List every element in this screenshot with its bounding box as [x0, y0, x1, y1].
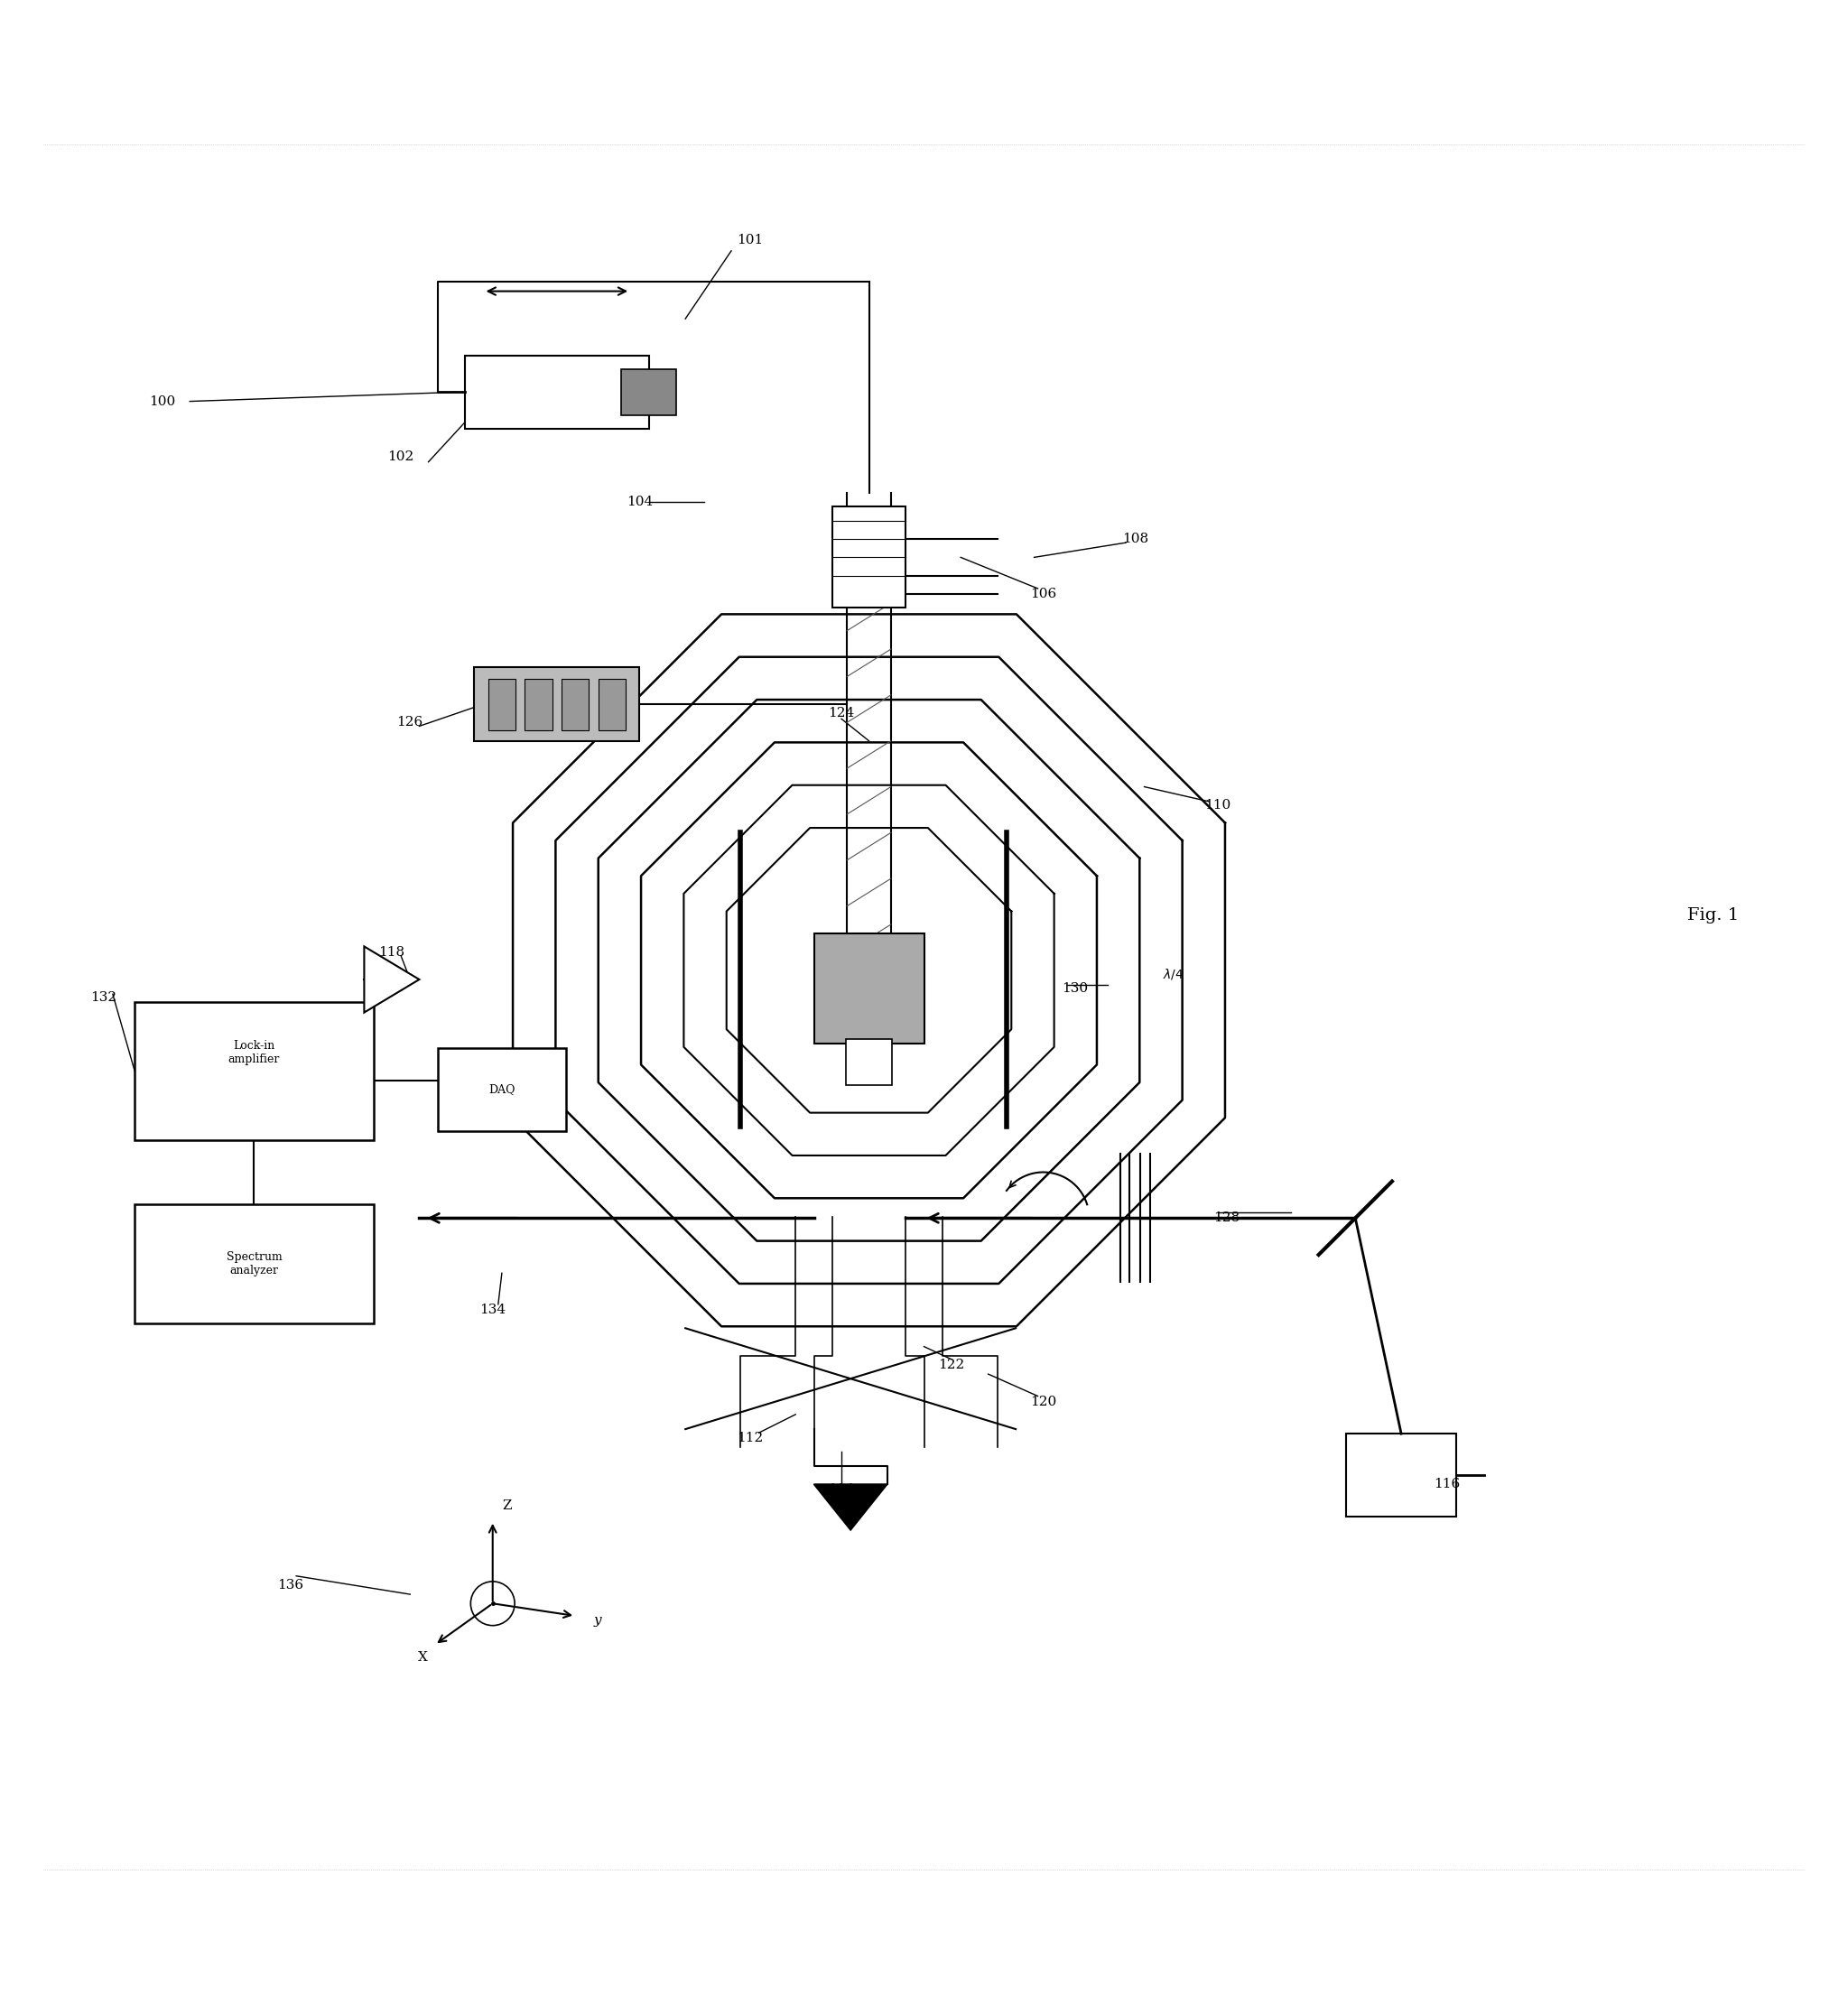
Bar — [135, 1003, 373, 1140]
Text: X: X — [418, 1651, 427, 1664]
Text: 106: 106 — [1029, 588, 1057, 600]
Text: $\lambda/4$: $\lambda/4$ — [1162, 967, 1185, 981]
Text: Lock-in
amplifier: Lock-in amplifier — [227, 1041, 279, 1065]
Text: y: y — [593, 1613, 601, 1627]
Text: 134: 134 — [479, 1303, 506, 1317]
Text: Z: Z — [503, 1498, 512, 1513]
Bar — [621, 369, 676, 415]
Bar — [466, 354, 649, 429]
Text: 114: 114 — [828, 1484, 854, 1496]
Bar — [599, 679, 626, 729]
Text: 122: 122 — [939, 1359, 965, 1372]
Bar — [438, 1049, 565, 1132]
Text: 100: 100 — [150, 395, 176, 407]
Text: 128: 128 — [1214, 1212, 1240, 1225]
Text: 112: 112 — [736, 1432, 763, 1444]
Text: 120: 120 — [1029, 1396, 1057, 1408]
Bar — [525, 679, 553, 729]
Text: 132: 132 — [91, 991, 116, 1005]
Polygon shape — [813, 1484, 887, 1531]
Bar — [135, 1204, 373, 1323]
Text: Spectrum
analyzer: Spectrum analyzer — [225, 1251, 283, 1277]
Polygon shape — [364, 947, 419, 1013]
Text: 101: 101 — [736, 234, 763, 246]
Text: 104: 104 — [626, 495, 652, 510]
Text: 108: 108 — [1122, 532, 1148, 546]
Bar — [813, 934, 924, 1043]
Text: 124: 124 — [828, 707, 854, 719]
Bar — [832, 508, 906, 608]
Text: 110: 110 — [1205, 800, 1231, 812]
Text: 130: 130 — [1061, 983, 1088, 995]
Circle shape — [471, 1581, 516, 1625]
Text: 136: 136 — [277, 1579, 303, 1591]
Text: Fig. 1: Fig. 1 — [1687, 906, 1739, 922]
Bar — [1345, 1434, 1456, 1517]
Text: DAQ: DAQ — [488, 1084, 516, 1096]
Bar — [488, 679, 516, 729]
Text: 116: 116 — [1434, 1478, 1460, 1490]
Bar — [475, 667, 639, 741]
Text: 126: 126 — [397, 717, 423, 729]
Bar — [846, 1039, 893, 1086]
Text: 102: 102 — [388, 449, 414, 463]
Text: 118: 118 — [379, 947, 405, 959]
Bar — [562, 679, 590, 729]
